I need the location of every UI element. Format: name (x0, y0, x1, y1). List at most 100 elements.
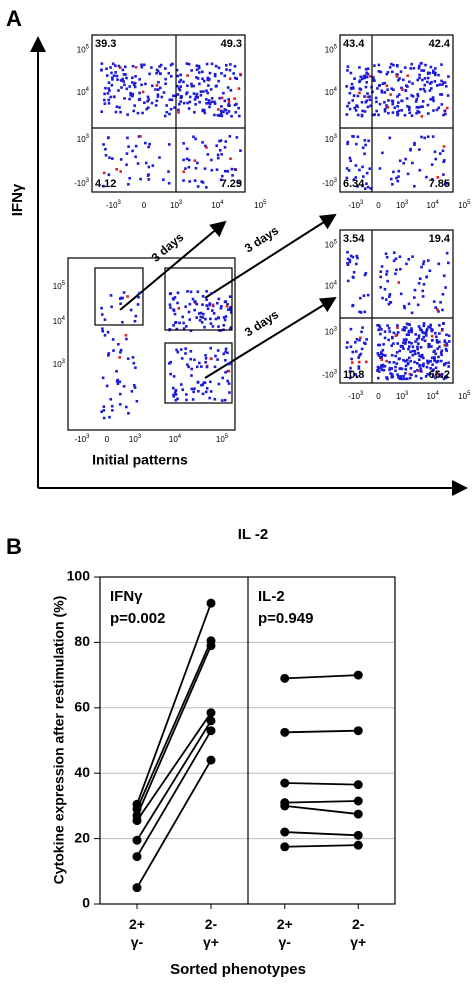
flow-dot (368, 167, 372, 170)
flow-dot (434, 306, 438, 309)
flow-dot (421, 289, 425, 293)
flow-dot (222, 323, 226, 327)
flow-dot (392, 251, 396, 254)
flow-dot (133, 319, 137, 323)
flow-dot (207, 99, 211, 102)
flow-dot (147, 98, 150, 101)
flow-dot (118, 403, 122, 406)
flow-dot (407, 347, 410, 351)
flow-dot (415, 111, 418, 115)
flow-dot (139, 135, 142, 138)
flow-dot (423, 136, 426, 140)
flow-dot (156, 88, 160, 91)
flow-dot (368, 98, 372, 102)
flow-dot (413, 360, 416, 364)
flow-dot (406, 172, 410, 176)
flow-dot (214, 317, 218, 321)
flow-dot (156, 70, 160, 73)
flow-dot (405, 358, 409, 362)
flow-dot (390, 353, 394, 357)
flow-dot (346, 69, 349, 72)
flow-dot (350, 82, 354, 86)
flow-dot (138, 78, 141, 81)
flow-dot (355, 375, 359, 379)
flow-dot (110, 305, 113, 309)
flow-dot (386, 279, 390, 283)
flow-dot (239, 72, 242, 76)
flow-dot (239, 149, 242, 152)
flow-dot (386, 105, 390, 109)
flow-dot (193, 300, 196, 303)
flow-dot (430, 80, 433, 84)
flow-dot (428, 326, 432, 329)
flow-dot (179, 100, 183, 103)
flow-dot (403, 359, 407, 363)
flow-dot (109, 66, 112, 69)
flow-dot (437, 73, 440, 77)
flow-dot (368, 95, 371, 98)
flow-dot (442, 377, 446, 381)
flow-dot (440, 93, 444, 96)
flow-dot (377, 70, 381, 73)
flow-dot (111, 62, 115, 66)
flow-dot (350, 361, 354, 364)
series-line (136, 602, 212, 805)
flow-dot (417, 111, 421, 114)
flow-dot (383, 364, 387, 368)
flow-dot (436, 347, 439, 351)
flow-dot (406, 85, 409, 88)
flow-dot (217, 382, 221, 386)
flow-dot (403, 328, 406, 332)
flow-dot (195, 365, 199, 369)
flow-dot (206, 76, 210, 80)
flow-dot (418, 148, 421, 151)
flow-dot (401, 88, 404, 92)
flow-dot (205, 298, 208, 301)
flow-dot (423, 90, 427, 93)
flow-dot (410, 327, 413, 330)
flow-dot (107, 354, 110, 357)
flow-dot (216, 301, 219, 305)
flow-dot (346, 140, 350, 144)
tick-base: -10 (75, 435, 87, 444)
flow-dot (197, 71, 201, 74)
flow-dot (430, 327, 433, 331)
flow-dot (168, 112, 171, 116)
flow-dot (445, 342, 448, 345)
flow-dot (359, 296, 362, 300)
flow-dot (205, 89, 208, 93)
flow-dot (130, 390, 134, 393)
flow-dot (177, 87, 181, 91)
flow-dot (185, 91, 189, 94)
flow-dot (209, 357, 213, 361)
flow-dot (226, 303, 229, 306)
flow-dot (353, 77, 356, 80)
flow-dot (353, 106, 356, 110)
flow-dot (407, 333, 410, 337)
flow-dot (422, 362, 425, 366)
flow-dot (388, 368, 391, 372)
flow-dot (131, 149, 134, 153)
flow-dot (144, 141, 147, 145)
flow-dot (427, 345, 430, 349)
flow-dot (398, 77, 401, 80)
flow-dot (385, 273, 388, 276)
flow-dot (179, 85, 183, 88)
flow-dot (366, 105, 370, 109)
flow-dot (210, 62, 214, 66)
flow-dot (102, 184, 105, 188)
flow-dot (174, 393, 178, 396)
flow-dot (361, 326, 364, 329)
flow-dot (229, 306, 232, 309)
flow-dot (418, 364, 421, 368)
flow-dot (429, 65, 433, 69)
flow-dot (421, 100, 425, 103)
flow-dot (416, 347, 419, 351)
panel-subtitle: p=0.949 (258, 610, 313, 627)
point (206, 708, 216, 718)
flow-dot (380, 368, 384, 371)
flow-dot (104, 147, 107, 151)
flow-dot (410, 311, 414, 315)
flow-dot (131, 76, 134, 80)
